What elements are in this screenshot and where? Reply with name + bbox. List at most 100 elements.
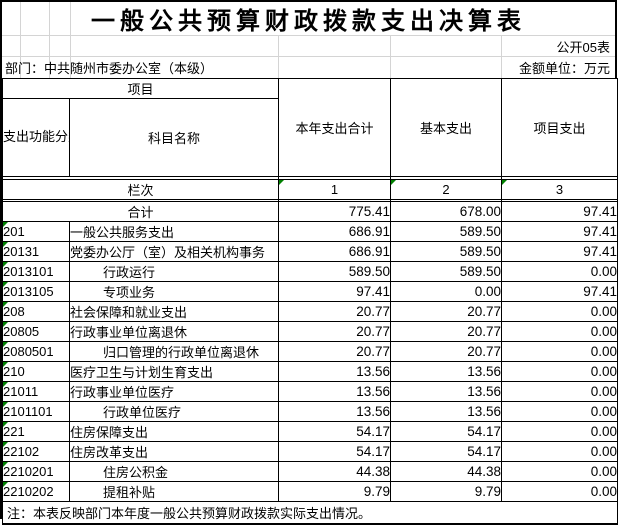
value-cell[interactable]: 13.56: [278, 381, 392, 402]
table-row: 2013101 行政运行 589.50 589.50 0.00: [2, 261, 619, 282]
total-value[interactable]: 97.41: [501, 201, 619, 222]
value-cell[interactable]: 0.00: [501, 321, 619, 342]
header-col-basic[interactable]: 基本支出: [390, 78, 503, 177]
subject-name-cell[interactable]: 提租补贴: [68, 481, 280, 502]
meta-row: 部门：中共随州市委办公室（本级） 金额单位：万元: [2, 57, 615, 77]
header-lanci[interactable]: 栏次: [1, 179, 280, 200]
header-code[interactable]: 支出功能分类科目编码: [2, 98, 70, 177]
value-cell[interactable]: 0.00: [501, 421, 619, 442]
header-row-2: 支出功能分类科目编码 科目名称: [2, 98, 618, 177]
value-cell[interactable]: 589.50: [390, 261, 503, 282]
value-cell[interactable]: 20.77: [390, 341, 503, 362]
value-cell[interactable]: 0.00: [501, 341, 619, 362]
value-cell[interactable]: 0.00: [501, 381, 619, 402]
value-cell[interactable]: 20.77: [278, 321, 392, 342]
code-cell-text: 21011: [3, 384, 39, 399]
value-cell[interactable]: 0.00: [501, 261, 619, 282]
code-cell[interactable]: 221: [2, 421, 70, 442]
code-cell[interactable]: 208: [2, 301, 70, 322]
code-cell[interactable]: 22102: [2, 441, 70, 462]
value-cell[interactable]: 0.00: [501, 481, 619, 502]
header-col-project[interactable]: 项目支出: [501, 78, 619, 177]
value-cell[interactable]: 44.38: [390, 461, 503, 482]
value-cell[interactable]: 0.00: [390, 281, 503, 302]
value-cell[interactable]: 44.38: [278, 461, 392, 482]
subject-name-cell[interactable]: 行政事业单位医疗: [68, 381, 280, 402]
subject-name-cell[interactable]: 社会保障和就业支出: [68, 301, 280, 322]
value-cell[interactable]: 20.77: [390, 301, 503, 322]
col-num-cell[interactable]: 3: [501, 179, 619, 200]
header-project[interactable]: 项目: [1, 78, 280, 99]
subject-name-cell[interactable]: 住房保障支出: [68, 421, 280, 442]
total-value[interactable]: 678.00: [390, 201, 503, 222]
value-cell[interactable]: 0.00: [501, 401, 619, 422]
code-cell[interactable]: 21011: [2, 381, 70, 402]
col-num-cell[interactable]: 2: [390, 179, 503, 200]
value-cell[interactable]: 20.77: [390, 321, 503, 342]
value-cell[interactable]: 54.17: [390, 421, 503, 442]
value-cell[interactable]: 589.50: [278, 261, 392, 282]
code-cell[interactable]: 2080501: [2, 341, 70, 362]
code-cell[interactable]: 2210202: [2, 481, 70, 502]
subject-name-cell[interactable]: 专项业务: [68, 281, 280, 302]
subject-name-cell[interactable]: 住房公积金: [68, 461, 280, 482]
code-cell[interactable]: 20805: [2, 321, 70, 342]
value-cell[interactable]: 54.17: [278, 421, 392, 442]
value-cell[interactable]: 0.00: [501, 361, 619, 382]
total-label[interactable]: 合计: [1, 201, 280, 222]
value-cell[interactable]: 589.50: [390, 241, 503, 262]
value-cell[interactable]: 97.41: [501, 281, 619, 302]
value-cell[interactable]: 54.17: [390, 441, 503, 462]
error-triangle-icon: [3, 362, 8, 367]
subject-name-cell[interactable]: 医疗卫生与计划生育支出: [68, 361, 280, 382]
total-value[interactable]: 775.41: [278, 201, 392, 222]
value-cell[interactable]: 13.56: [390, 401, 503, 422]
value-cell[interactable]: 686.91: [278, 221, 392, 242]
subject-name-text: 住房公积金: [103, 465, 169, 480]
value-cell[interactable]: 13.56: [390, 361, 503, 382]
code-cell[interactable]: 210: [2, 361, 70, 382]
value-cell[interactable]: 13.56: [278, 401, 392, 422]
value-cell[interactable]: 13.56: [278, 361, 392, 382]
col-num-cell[interactable]: 1: [278, 179, 392, 200]
value-cell[interactable]: 0.00: [501, 461, 619, 482]
subject-name-cell[interactable]: 行政单位医疗: [68, 401, 280, 422]
code-cell[interactable]: 2013105: [2, 281, 70, 302]
value-cell[interactable]: 0.00: [501, 441, 619, 462]
col-num-label: 2: [442, 182, 450, 197]
value-cell[interactable]: 0.00: [501, 301, 619, 322]
department-label: 部门：中共随州市委办公室（本级）: [5, 60, 214, 76]
value-cell[interactable]: 20.77: [278, 301, 392, 322]
value-cell[interactable]: 97.41: [278, 281, 392, 302]
value-cell[interactable]: 589.50: [390, 221, 503, 242]
value-cell[interactable]: 13.56: [390, 381, 503, 402]
value-cell[interactable]: 9.79: [278, 481, 392, 502]
value-cell[interactable]: 686.91: [278, 241, 392, 262]
subject-name-cell[interactable]: 党委办公厅（室）及相关机构事务: [68, 241, 280, 262]
table-row: 2210201 住房公积金 44.38 44.38 0.00: [2, 461, 619, 482]
code-cell[interactable]: 2101101: [2, 401, 70, 422]
gridline: [49, 2, 50, 78]
header-row-1: 项目 本年支出合计 基本支出 项目支出: [1, 78, 619, 177]
value-cell[interactable]: 97.41: [501, 221, 619, 242]
note-text[interactable]: 注：本表反映部门本年度一般公共预算财政拨款实际支出情况。: [1, 501, 619, 525]
value-cell[interactable]: 9.79: [390, 481, 503, 502]
subject-name-cell[interactable]: 归口管理的行政单位离退休: [68, 341, 280, 362]
value-cell[interactable]: 54.17: [278, 441, 392, 462]
subject-name-cell[interactable]: 一般公共服务支出: [68, 221, 280, 242]
code-cell[interactable]: 2013101: [2, 261, 70, 282]
subject-name-cell[interactable]: 行政运行: [68, 261, 280, 282]
header-col-total[interactable]: 本年支出合计: [278, 78, 392, 177]
subject-name-cell[interactable]: 住房改革支出: [68, 441, 280, 462]
top-area: 一般公共预算财政拨款支出决算表 公开05表 部门：中共随州市委办公室（本级） 金…: [2, 2, 615, 78]
value-cell[interactable]: 97.41: [501, 241, 619, 262]
code-cell[interactable]: 201: [2, 221, 70, 242]
column-index-row: 栏次 1 2 3: [1, 179, 619, 200]
value-cell[interactable]: 20.77: [278, 341, 392, 362]
code-cell[interactable]: 20131: [2, 241, 70, 262]
subject-name-text: 党委办公厅（室）及相关机构事务: [70, 245, 266, 260]
gridline: [501, 36, 502, 78]
header-subject-name[interactable]: 科目名称: [68, 98, 280, 177]
subject-name-cell[interactable]: 行政事业单位离退休: [68, 321, 280, 342]
code-cell[interactable]: 2210201: [2, 461, 70, 482]
